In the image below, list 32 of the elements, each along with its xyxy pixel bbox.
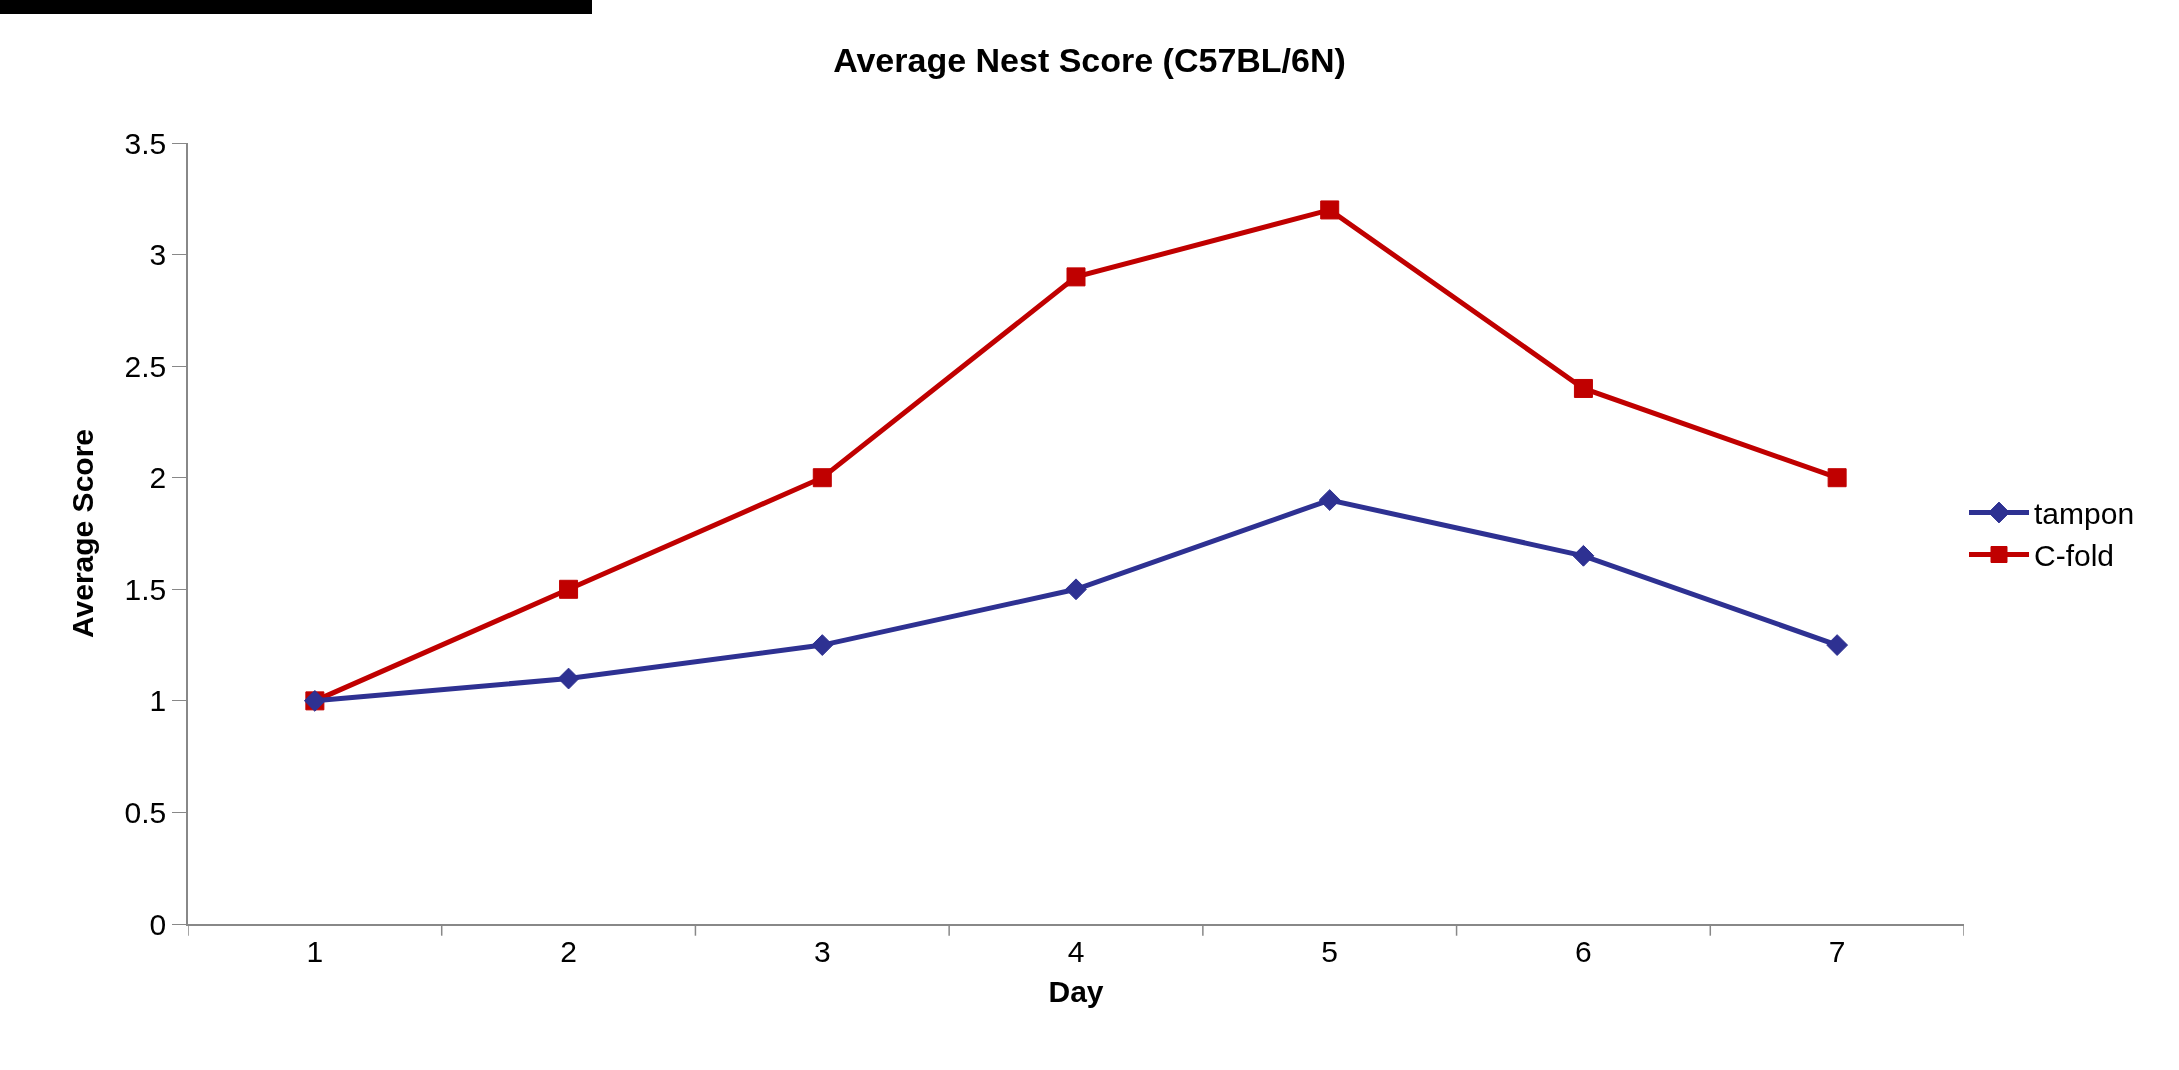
y-tick-label: 2: [149, 461, 167, 495]
point: [1572, 544, 1595, 567]
point: [812, 468, 832, 488]
point: [1826, 634, 1849, 656]
point: [1320, 200, 1340, 220]
point: [1065, 578, 1087, 601]
point: [557, 667, 580, 690]
x-tick-label: 7: [1828, 934, 1846, 968]
x-tick-label: 2: [560, 934, 577, 968]
chart-title: Average Nest Score (C57BL/6N): [833, 40, 1346, 79]
x-tick-label: 6: [1575, 934, 1592, 968]
legend-label: tampon: [2034, 497, 2135, 531]
x-tick-label: 1: [306, 934, 324, 968]
y-axis-title: Average Score: [66, 428, 100, 639]
point: [1318, 489, 1341, 511]
y-tick-label: 0.5: [124, 795, 167, 829]
y-tick-label: 2.5: [124, 349, 167, 383]
y-tick-label: 3.5: [124, 126, 167, 160]
point: [1066, 267, 1086, 287]
x-tick-label: 3: [813, 934, 831, 968]
point: [811, 634, 834, 656]
y-tick-label: 1: [149, 684, 167, 718]
legend-label: C-fold: [2034, 539, 2115, 573]
y-tick-label: 3: [149, 238, 167, 272]
x-tick-label: 4: [1067, 934, 1085, 968]
y-tick-label: 0: [149, 907, 167, 941]
x-tick-label: 5: [1321, 934, 1339, 968]
point: [1573, 378, 1593, 398]
point: [559, 579, 579, 599]
x-axis-title: Day: [1048, 974, 1104, 1008]
point: [1827, 468, 1847, 488]
y-tick-label: 1.5: [124, 572, 167, 606]
